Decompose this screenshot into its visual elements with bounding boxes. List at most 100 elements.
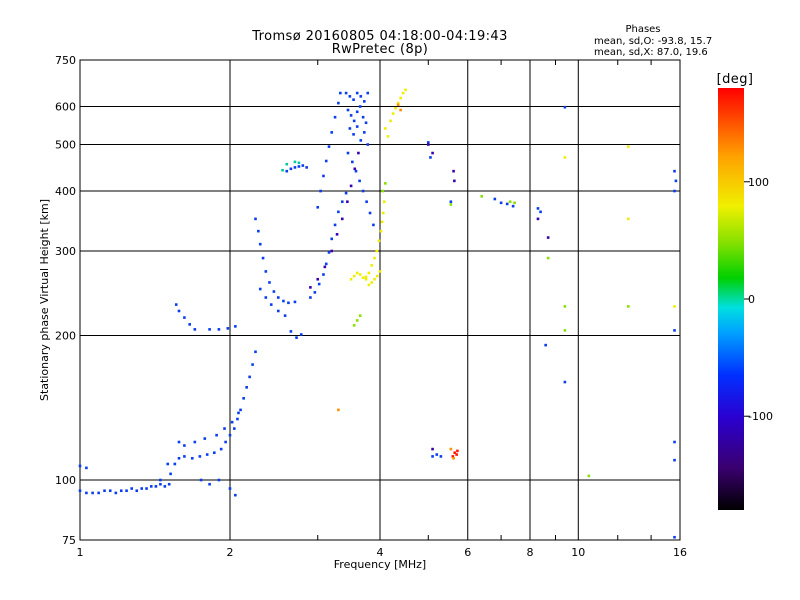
data-point bbox=[264, 270, 268, 273]
data-point bbox=[242, 397, 245, 400]
data-point bbox=[344, 91, 348, 95]
data-point bbox=[673, 305, 676, 308]
data-point bbox=[226, 327, 230, 330]
data-point bbox=[349, 184, 353, 188]
data-point bbox=[330, 131, 334, 134]
data-point bbox=[145, 487, 148, 490]
data-point bbox=[349, 114, 353, 117]
data-point bbox=[276, 309, 280, 313]
data-point bbox=[352, 119, 356, 123]
data-point bbox=[355, 110, 359, 114]
data-point bbox=[103, 489, 106, 493]
y-tick-label: 300 bbox=[55, 245, 76, 258]
data-point bbox=[245, 386, 248, 389]
data-point bbox=[159, 478, 162, 482]
data-point bbox=[177, 440, 181, 444]
data-point bbox=[362, 100, 366, 103]
data-point bbox=[299, 333, 303, 336]
data-point bbox=[375, 249, 379, 253]
data-point bbox=[546, 236, 550, 239]
data-point bbox=[313, 291, 317, 294]
data-point bbox=[269, 303, 273, 306]
data-point bbox=[563, 156, 567, 159]
data-point bbox=[367, 271, 371, 275]
data-point bbox=[289, 167, 293, 171]
data-point bbox=[159, 482, 162, 486]
data-point bbox=[293, 166, 297, 169]
data-point bbox=[228, 487, 232, 490]
data-point bbox=[358, 105, 362, 108]
data-point bbox=[219, 447, 223, 451]
data-point bbox=[399, 108, 402, 112]
data-point bbox=[449, 200, 453, 204]
data-point bbox=[322, 174, 325, 178]
data-point bbox=[453, 179, 456, 183]
data-point bbox=[149, 485, 153, 488]
stats-line-x: mean, sd,X: 87.0, 19.6 bbox=[594, 47, 708, 58]
data-point bbox=[130, 487, 134, 490]
data-point bbox=[361, 276, 365, 279]
data-point bbox=[358, 179, 361, 183]
data-point bbox=[431, 455, 434, 458]
data-point bbox=[203, 437, 207, 440]
data-point bbox=[223, 427, 226, 430]
data-point bbox=[330, 249, 334, 253]
data-point bbox=[239, 408, 242, 412]
y-tick-label: 600 bbox=[55, 101, 76, 114]
y-axis: 75 100 200 300 400 500 600 750 bbox=[55, 54, 76, 547]
grid bbox=[80, 60, 680, 540]
data-point bbox=[355, 91, 359, 95]
data-points bbox=[78, 88, 678, 539]
data-point bbox=[352, 324, 356, 327]
data-point bbox=[368, 211, 372, 215]
x-tick-label: 8 bbox=[527, 546, 534, 559]
data-point bbox=[236, 417, 239, 421]
data-point bbox=[78, 489, 82, 493]
stats-line-o: mean, sd,O: -93.8, 15.7 bbox=[594, 36, 712, 47]
data-point bbox=[351, 160, 354, 164]
data-point bbox=[114, 491, 118, 495]
data-point bbox=[193, 328, 197, 331]
data-point bbox=[493, 197, 497, 201]
data-point bbox=[232, 427, 236, 430]
data-point bbox=[297, 165, 301, 168]
data-point bbox=[357, 151, 360, 155]
data-point bbox=[348, 95, 352, 98]
data-point bbox=[85, 466, 88, 470]
y-tick-label: 500 bbox=[55, 139, 76, 152]
data-point bbox=[234, 493, 237, 497]
y-tick-label: 200 bbox=[55, 330, 76, 343]
data-point bbox=[140, 487, 144, 490]
data-point bbox=[364, 121, 368, 125]
colorbar-tick-label: 100 bbox=[748, 176, 769, 189]
data-point bbox=[352, 274, 356, 278]
data-point bbox=[327, 145, 331, 148]
data-point bbox=[382, 200, 386, 204]
data-point bbox=[389, 119, 392, 123]
data-point bbox=[324, 159, 328, 163]
data-point bbox=[217, 478, 221, 482]
data-point bbox=[285, 169, 289, 173]
data-point bbox=[349, 277, 353, 281]
data-point bbox=[324, 262, 328, 266]
data-point bbox=[370, 281, 374, 284]
data-point bbox=[199, 478, 203, 482]
data-point bbox=[627, 145, 630, 148]
data-point bbox=[301, 164, 305, 167]
data-point bbox=[212, 451, 216, 455]
data-point bbox=[264, 296, 268, 299]
data-point bbox=[348, 127, 352, 130]
data-point bbox=[384, 127, 387, 130]
data-point bbox=[451, 455, 455, 458]
data-point bbox=[135, 489, 139, 493]
data-point bbox=[373, 256, 376, 260]
chart-title: Tromsø 20160805 04:18:00-04:19:43 bbox=[251, 29, 508, 44]
data-point bbox=[282, 299, 285, 303]
data-point bbox=[258, 287, 262, 291]
data-point bbox=[587, 474, 591, 478]
data-point bbox=[344, 191, 348, 195]
data-point bbox=[673, 535, 676, 539]
data-point bbox=[254, 217, 257, 221]
data-point bbox=[546, 256, 550, 260]
